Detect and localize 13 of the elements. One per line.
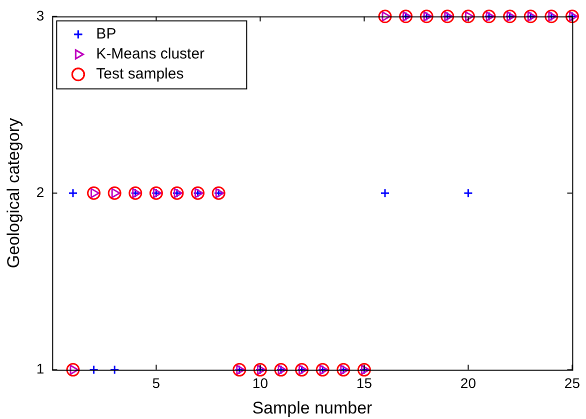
y-tick-label: 1 bbox=[36, 360, 44, 377]
y-tick-label: 2 bbox=[36, 184, 44, 200]
x-axis-title: Sample number bbox=[252, 398, 373, 418]
x-tick-label: 5 bbox=[152, 375, 160, 392]
y-tick-label: 3 bbox=[36, 7, 44, 24]
legend-label: BP bbox=[96, 26, 116, 43]
x-tick-label: 15 bbox=[356, 375, 372, 392]
y-axis-title: Geological category bbox=[4, 117, 23, 268]
x-tick-label: 10 bbox=[252, 375, 268, 392]
legend-label: Test samples bbox=[96, 66, 184, 83]
x-tick-label: 25 bbox=[564, 375, 580, 392]
legend-label: K-Means cluster bbox=[96, 46, 205, 63]
x-tick-label: 20 bbox=[460, 375, 476, 392]
